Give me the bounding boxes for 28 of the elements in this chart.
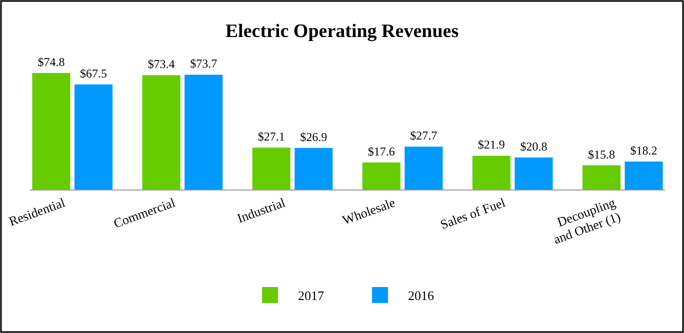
data-label: $73.4 bbox=[148, 57, 175, 72]
chart-title: Electric Operating Revenues bbox=[225, 21, 459, 42]
data-label: $17.6 bbox=[368, 144, 395, 158]
bar bbox=[362, 162, 400, 190]
data-label: $27.7 bbox=[410, 128, 438, 143]
bar bbox=[404, 146, 443, 190]
bar bbox=[252, 148, 290, 190]
bar bbox=[514, 157, 553, 190]
bar bbox=[294, 148, 333, 190]
x-tick-label: Sales of Fuel bbox=[438, 194, 508, 232]
bar bbox=[624, 162, 663, 190]
bar bbox=[184, 74, 223, 190]
data-label: $15.8 bbox=[588, 147, 615, 162]
data-label: $27.1 bbox=[258, 130, 285, 144]
data-label: $74.8 bbox=[38, 55, 65, 69]
data-label: $18.2 bbox=[630, 144, 658, 158]
legend-label: 2017 bbox=[298, 288, 324, 303]
data-label: $21.9 bbox=[478, 138, 505, 152]
legend-label: 2016 bbox=[408, 288, 434, 303]
bar bbox=[582, 165, 621, 190]
bar bbox=[74, 84, 113, 190]
data-label: $26.9 bbox=[300, 130, 328, 144]
data-label: $67.5 bbox=[80, 66, 108, 80]
bar bbox=[32, 73, 70, 190]
bar bbox=[472, 156, 510, 190]
bar bbox=[142, 75, 180, 190]
data-label: $73.7 bbox=[190, 56, 218, 71]
data-label: $20.8 bbox=[520, 139, 548, 154]
